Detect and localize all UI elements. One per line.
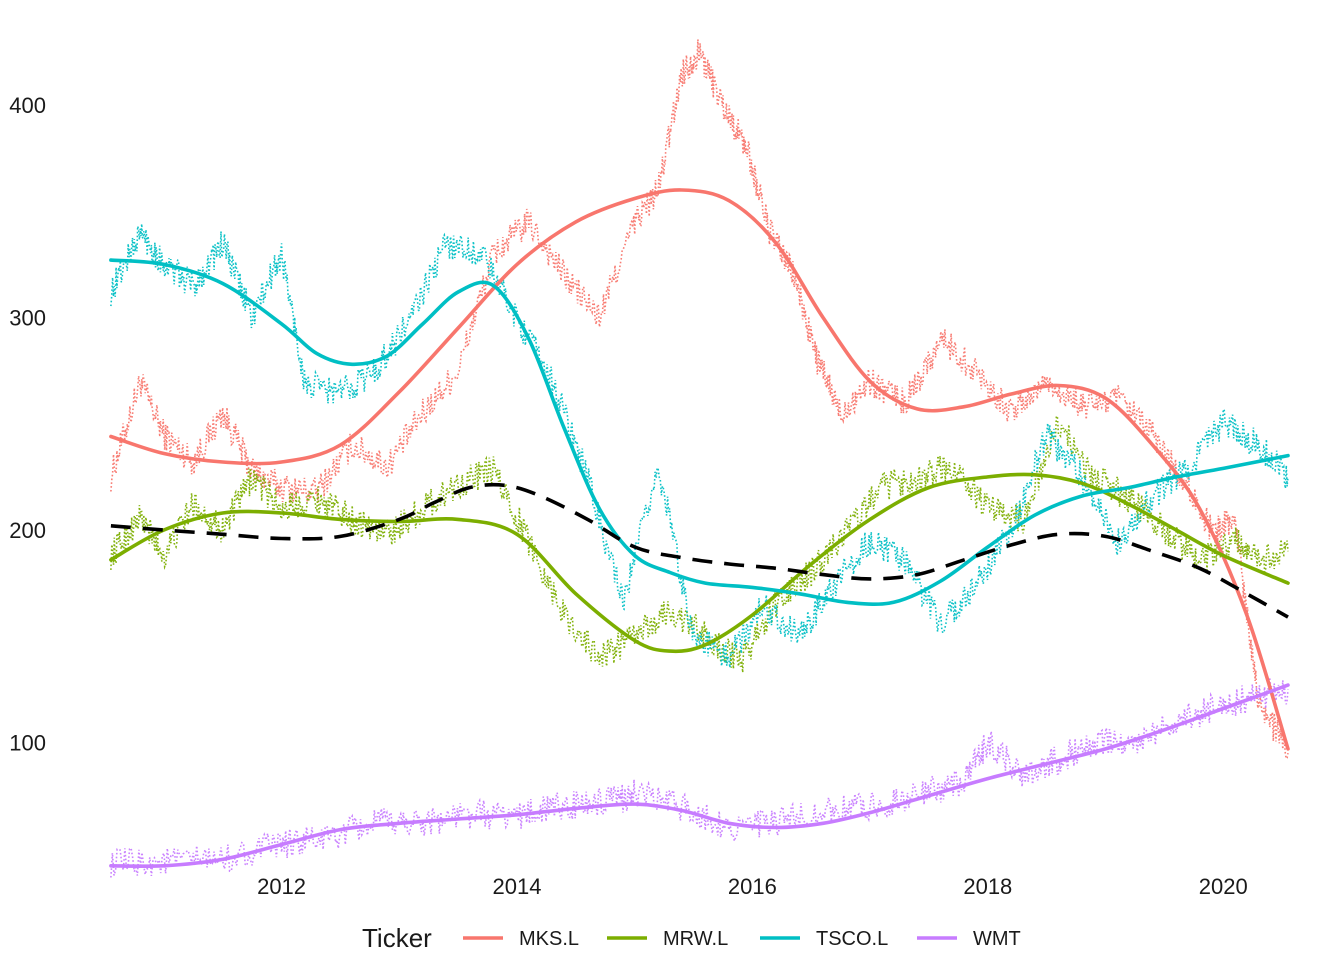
legend-item-wmt: WMT (917, 928, 1021, 950)
x-axis: 2012 2014 2016 2018 2020 (257, 874, 1248, 899)
legend-item-mrw-l: MRW.L (607, 928, 728, 950)
legend: Ticker MKS.L MRW.L TSCO.L WMT (362, 923, 1021, 953)
smooth-series-mks-l (109, 188, 1290, 751)
legend-item-tsco-l: TSCO.L (760, 928, 888, 950)
legend-label-wmt: WMT (973, 928, 1021, 950)
x-tick-label: 2016 (728, 874, 777, 899)
legend-title: Ticker (362, 923, 432, 953)
raw-series-wmt (110, 677, 1289, 878)
x-tick-label: 2012 (257, 874, 306, 899)
legend-item-mks-l: MKS.L (463, 928, 579, 950)
y-tick-label: 100 (9, 731, 46, 756)
average-trend-layer (110, 482, 1289, 619)
smooth-series-layer (109, 188, 1290, 869)
average-trend-line (110, 482, 1289, 619)
x-tick-label: 2018 (963, 874, 1012, 899)
x-tick-label: 2020 (1199, 874, 1248, 899)
y-axis: 100 200 300 400 (9, 93, 46, 756)
smooth-series-wmt (109, 683, 1290, 869)
smooth-series-tsco-l (109, 258, 1290, 607)
raw-series-tsco-l (110, 223, 1289, 668)
legend-label-tsco-l: TSCO.L (816, 928, 888, 950)
y-tick-label: 200 (9, 518, 46, 543)
raw-series-layer (110, 39, 1289, 878)
raw-series-mks-l (110, 39, 1289, 761)
raw-series-mrw-l (110, 414, 1289, 673)
legend-label-mrw-l: MRW.L (663, 928, 728, 950)
x-tick-label: 2014 (493, 874, 542, 899)
smooth-series-mrw-l (109, 472, 1290, 654)
legend-label-mks-l: MKS.L (519, 928, 579, 950)
y-tick-label: 400 (9, 93, 46, 118)
y-tick-label: 300 (9, 306, 46, 331)
